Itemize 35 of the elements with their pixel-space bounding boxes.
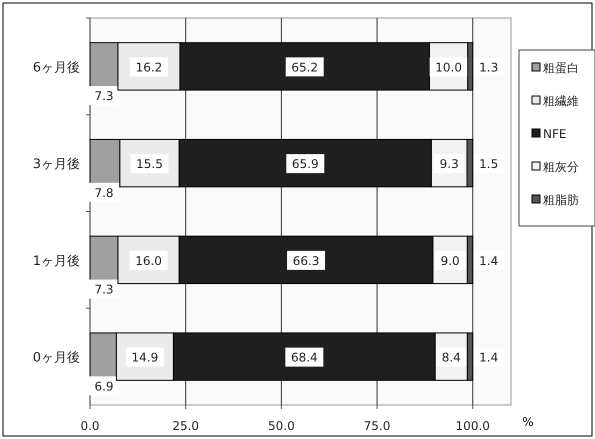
- data-label: 1.4: [479, 350, 498, 365]
- data-label: 14.9: [132, 350, 158, 365]
- legend-label: 粗繊維: [543, 94, 579, 108]
- data-label: 16.2: [136, 60, 162, 74]
- x-tick-label: 100.0: [456, 419, 490, 433]
- data-label: 16.0: [135, 254, 162, 268]
- legend-label: NFE: [543, 127, 566, 141]
- x-axis-title: %: [522, 415, 534, 429]
- data-label: 1.5: [479, 157, 498, 172]
- legend-label: 粗灰分: [543, 160, 579, 174]
- data-label: 7.8: [94, 186, 114, 200]
- data-label: 8.4: [442, 350, 461, 365]
- data-label: 10.0: [435, 60, 462, 74]
- data-label: 7.3: [94, 89, 114, 104]
- y-tick-label: 1ヶ月後: [32, 254, 80, 269]
- x-tick-label: 50.0: [268, 419, 295, 433]
- data-label: 15.5: [136, 157, 163, 172]
- data-label: 1.4: [479, 254, 498, 268]
- x-tick-label: 75.0: [364, 419, 390, 433]
- data-label: 68.4: [290, 350, 318, 365]
- y-tick-label: 3ヶ月後: [32, 157, 80, 172]
- data-label: 6.9: [94, 379, 114, 394]
- x-tick-label: 25.0: [172, 419, 200, 433]
- legend-label: 粗蛋白: [543, 61, 579, 75]
- data-label: 9.0: [440, 254, 460, 268]
- data-label: 9.3: [440, 157, 459, 172]
- y-tick-label: 6ヶ月後: [32, 60, 80, 76]
- data-label: 1.3: [479, 60, 498, 74]
- data-label: 65.9: [292, 157, 319, 172]
- data-label: 65.2: [291, 60, 318, 74]
- legend-label: 粗脂肪: [543, 193, 579, 207]
- x-tick-label: 0.0: [80, 419, 100, 433]
- data-label: 66.3: [292, 254, 320, 268]
- data-label: 7.3: [94, 282, 114, 297]
- y-tick-label: 0ヶ月後: [32, 350, 80, 366]
